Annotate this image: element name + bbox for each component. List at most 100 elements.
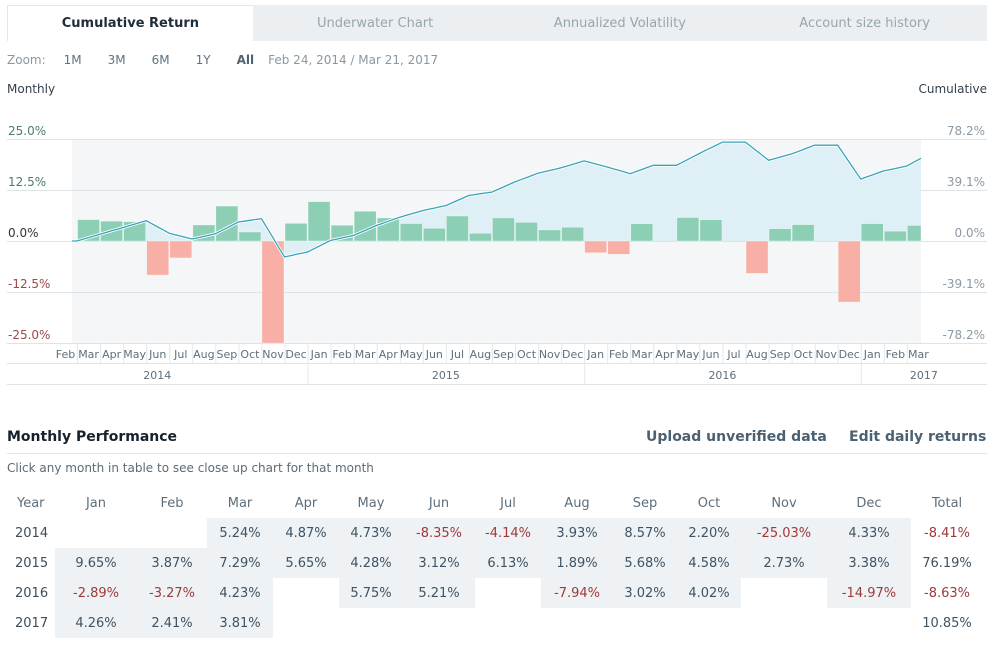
month-cell[interactable]: 4.33% — [827, 518, 911, 548]
month-cell — [273, 578, 339, 608]
month-cell[interactable]: 4.23% — [207, 578, 273, 608]
month-cell — [613, 608, 677, 638]
zoom-1m-button[interactable]: 1M — [63, 53, 82, 67]
month-cell[interactable]: 2.20% — [677, 518, 741, 548]
x-year-label: 2016 — [708, 369, 736, 382]
month-cell[interactable]: 4.87% — [273, 518, 339, 548]
month-cell — [137, 518, 207, 548]
x-month-label: Jan — [586, 348, 604, 361]
right-axis-tick-label: 39.1% — [947, 175, 985, 189]
monthly-performance-title: Monthly Performance — [7, 429, 178, 445]
month-cell[interactable]: -25.03% — [741, 518, 827, 548]
month-cell[interactable]: 3.87% — [137, 548, 207, 578]
tab-annualized-volatility[interactable]: Annualized Volatility — [553, 15, 686, 31]
x-month-label: Apr — [379, 348, 399, 361]
section-divider — [7, 453, 987, 454]
month-cell[interactable]: 3.38% — [827, 548, 911, 578]
table-header-row: Year Jan Feb Mar Apr May Jun Jul Aug Sep Oct Nov Dec… — [7, 488, 983, 518]
x-month-label: Apr — [655, 348, 675, 361]
month-cell[interactable]: 5.75% — [339, 578, 403, 608]
month-cell[interactable]: 5.24% — [207, 518, 273, 548]
month-cell[interactable]: 5.65% — [273, 548, 339, 578]
date-range[interactable]: Feb 24, 2014 / Mar 21, 2017 — [268, 53, 439, 67]
cumulative-line — [72, 141, 922, 258]
x-month-label: Dec — [839, 348, 860, 361]
x-month-label: Feb — [609, 348, 628, 361]
month-cell[interactable]: 5.68% — [613, 548, 677, 578]
month-cell[interactable]: 3.02% — [613, 578, 677, 608]
monthly-bar — [768, 228, 792, 242]
x-month-label: Jul — [450, 348, 464, 361]
month-cell[interactable]: 2.73% — [741, 548, 827, 578]
zoom-6m-button[interactable]: 6M — [151, 53, 170, 67]
tab-underwater-chart[interactable]: Underwater Chart — [317, 15, 434, 31]
month-cell[interactable]: 9.65% — [55, 548, 137, 578]
month-cell[interactable]: 7.29% — [207, 548, 273, 578]
x-month-label: Dec — [285, 348, 306, 361]
monthly-bar — [469, 232, 492, 242]
month-cell[interactable]: 4.58% — [677, 548, 741, 578]
right-axis-tick-label: -78.2% — [943, 328, 985, 342]
month-cell[interactable]: 1.89% — [541, 548, 613, 578]
x-month-label: Nov — [539, 348, 561, 361]
column-header-jul: Jul — [500, 495, 516, 511]
month-cell[interactable]: 3.81% — [207, 608, 273, 638]
month-cell[interactable]: -14.97% — [827, 578, 911, 608]
month-cell[interactable]: 3.12% — [403, 548, 475, 578]
column-header-dec: Dec — [856, 495, 882, 511]
right-axis-tick-label: 0.0% — [955, 226, 986, 240]
edit-daily-returns-link[interactable]: Edit daily returns — [849, 429, 987, 445]
month-cell[interactable]: -4.14% — [475, 518, 541, 548]
tab-account-size-history[interactable]: Account size history — [799, 15, 930, 31]
month-cell[interactable]: -7.94% — [541, 578, 613, 608]
monthly-bar — [584, 240, 608, 254]
zoom-3m-button[interactable]: 3M — [107, 53, 126, 67]
monthly-bar — [146, 240, 170, 276]
month-cell[interactable]: -3.27% — [137, 578, 207, 608]
table-row: 2017 4.26% 2.41% 3.81% 10.85% — [7, 608, 983, 638]
x-month-label: Sep — [493, 348, 514, 361]
right-axis-tick-label: -39.1% — [943, 277, 985, 291]
column-header-jan: Jan — [85, 495, 107, 511]
monthly-bar — [238, 231, 262, 242]
left-axis-title: Monthly — [7, 82, 56, 96]
month-cell[interactable]: 5.21% — [403, 578, 475, 608]
month-cell[interactable]: 6.13% — [475, 548, 541, 578]
year-total-cell: -8.41% — [924, 525, 970, 541]
month-cell — [541, 608, 613, 638]
monthly-bar — [630, 223, 654, 242]
month-cell[interactable]: 4.26% — [55, 608, 137, 638]
zoom-1y-button[interactable]: 1Y — [195, 53, 211, 67]
month-cell[interactable]: 4.73% — [339, 518, 403, 548]
year-total-cell: -8.63% — [924, 585, 970, 601]
month-cell[interactable]: 4.02% — [677, 578, 741, 608]
x-month-label: Oct — [794, 348, 814, 361]
month-cell[interactable]: 2.41% — [137, 608, 207, 638]
left-axis-tick-label: 25.0% — [8, 124, 46, 138]
upload-unverified-data-link[interactable]: Upload unverified data — [646, 429, 827, 445]
x-month-label: Feb — [56, 348, 75, 361]
tab-cumulative-return[interactable]: Cumulative Return — [7, 5, 253, 41]
monthly-bar — [446, 215, 469, 242]
monthly-bar — [837, 240, 861, 303]
x-month-label: Feb — [886, 348, 905, 361]
x-month-label: May — [400, 348, 423, 361]
month-cell — [677, 608, 741, 638]
monthly-bar — [561, 226, 584, 242]
right-axis-title: Cumulative — [918, 82, 988, 96]
column-header-apr: Apr — [294, 495, 318, 511]
x-month-label: Mar — [908, 348, 929, 361]
x-month-label: Oct — [517, 348, 537, 361]
zoom-all-button[interactable]: All — [236, 53, 255, 67]
x-month-label: Aug — [470, 348, 491, 361]
month-cell[interactable]: 4.28% — [339, 548, 403, 578]
monthly-bar — [399, 223, 423, 242]
month-cell[interactable]: 3.93% — [541, 518, 613, 548]
x-month-label: Aug — [746, 348, 767, 361]
month-cell[interactable]: 8.57% — [613, 518, 677, 548]
month-cell[interactable]: -8.35% — [403, 518, 475, 548]
month-cell — [475, 578, 541, 608]
column-header-aug: Aug — [564, 495, 590, 511]
month-cell[interactable]: -2.89% — [55, 578, 137, 608]
x-month-label: Apr — [102, 348, 122, 361]
